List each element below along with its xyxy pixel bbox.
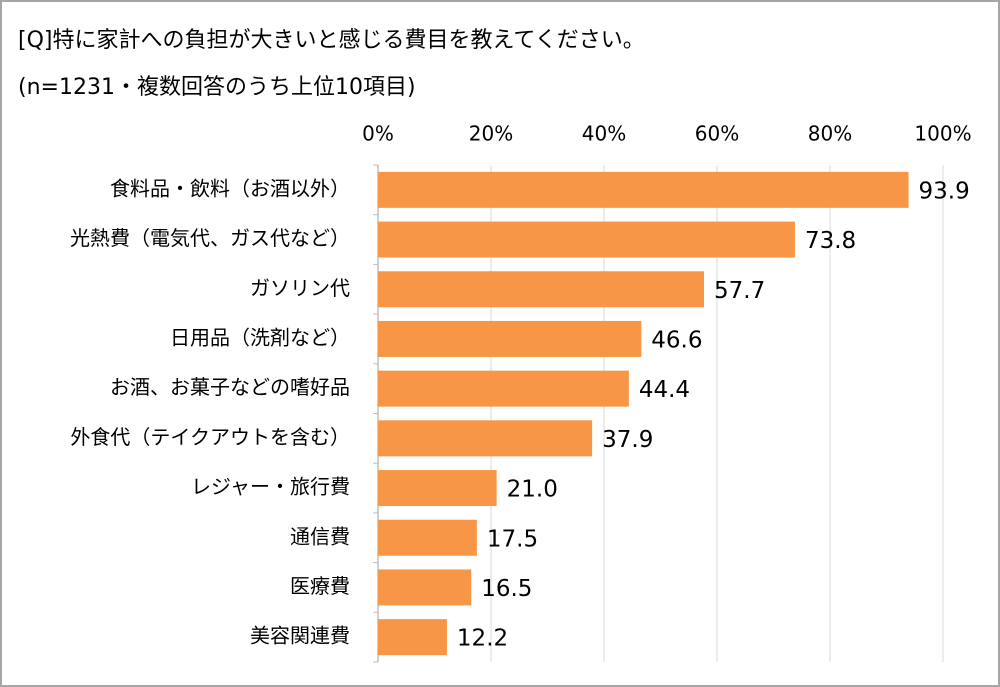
bar bbox=[378, 470, 497, 507]
y-tick-label: ガソリン代 bbox=[250, 276, 350, 300]
y-tick-label: 医療費 bbox=[290, 574, 350, 598]
value-label: 16.5 bbox=[481, 576, 532, 602]
x-tick-label: 100% bbox=[914, 122, 971, 146]
value-label: 93.9 bbox=[919, 178, 970, 204]
bar bbox=[378, 370, 629, 407]
y-tick-label: 通信費 bbox=[290, 524, 350, 548]
value-label: 44.4 bbox=[639, 377, 690, 403]
x-tick-label: 60% bbox=[695, 122, 739, 146]
value-label: 73.8 bbox=[805, 228, 856, 254]
chart-title: [Q]特に家計への負担が大きいと感じる費目を教えてください。 bbox=[18, 28, 645, 53]
value-label: 21.0 bbox=[507, 477, 558, 503]
bar bbox=[378, 420, 593, 457]
bar bbox=[378, 320, 642, 357]
chart-subtitle: (n=1231・複数回答のうち上位10項目) bbox=[18, 75, 416, 100]
y-tick-label: レジャー・旅行費 bbox=[191, 475, 350, 499]
bar bbox=[378, 519, 477, 556]
bar bbox=[378, 569, 472, 606]
value-label: 57.7 bbox=[714, 278, 765, 304]
bar bbox=[378, 619, 447, 656]
bar bbox=[378, 271, 705, 308]
bar bbox=[378, 171, 909, 208]
x-tick-label: 80% bbox=[808, 122, 852, 146]
x-tick-label: 20% bbox=[469, 122, 513, 146]
y-tick-label: お酒、お菓子などの嗜好品 bbox=[110, 375, 350, 399]
value-label: 46.6 bbox=[651, 327, 702, 353]
x-tick-label: 0% bbox=[362, 122, 394, 146]
bar bbox=[378, 221, 795, 258]
y-tick-label: 光熱費（電気代、ガス代など） bbox=[70, 226, 350, 250]
value-label: 37.9 bbox=[602, 427, 653, 453]
y-tick-label: 日用品（洗剤など） bbox=[170, 325, 350, 349]
x-tick-label: 40% bbox=[582, 122, 626, 146]
y-tick-label: 外食代（テイクアウトを含む） bbox=[70, 425, 350, 449]
y-tick-label: 美容関連費 bbox=[250, 624, 350, 648]
value-label: 17.5 bbox=[487, 526, 538, 552]
value-label: 12.2 bbox=[457, 626, 508, 652]
y-tick-label: 食料品・飲料（お酒以外） bbox=[110, 176, 350, 200]
